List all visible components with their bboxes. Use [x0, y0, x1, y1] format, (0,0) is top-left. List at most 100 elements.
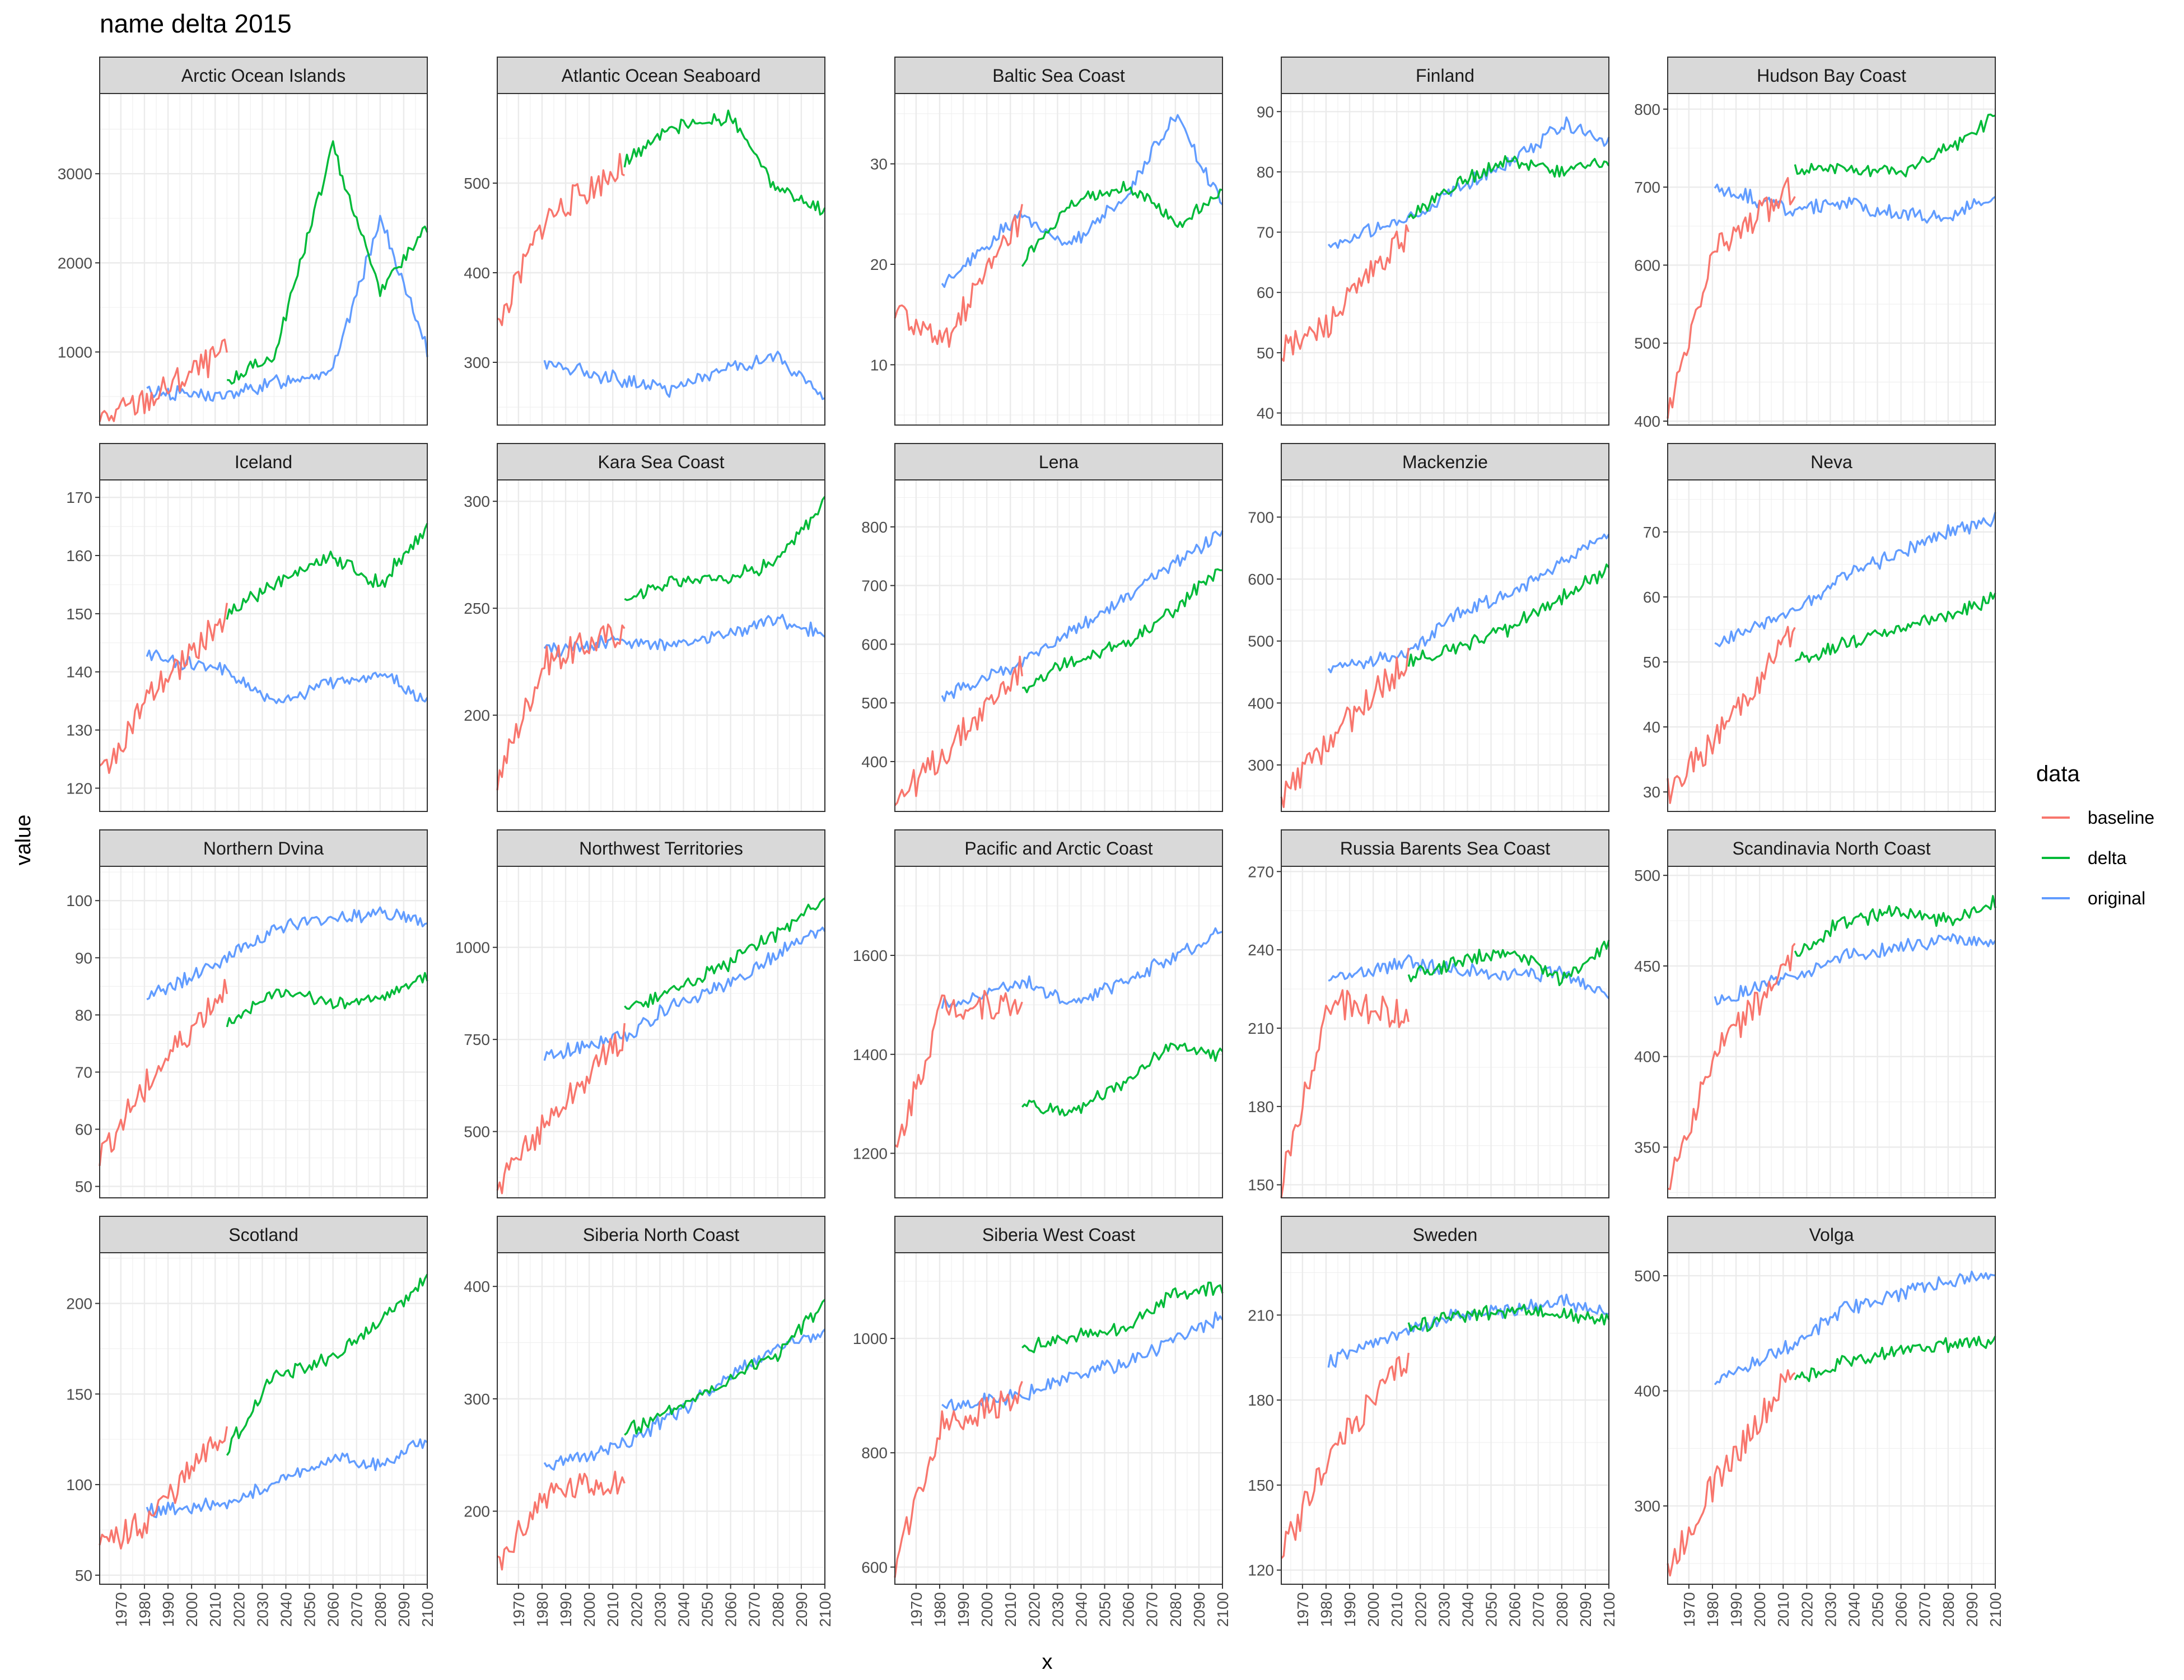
panel-border — [1281, 1252, 1609, 1585]
y-tick-label: 130 — [66, 722, 92, 739]
series-line-original — [941, 114, 1224, 288]
facet-strip-label: Siberia North Coast — [583, 1225, 739, 1245]
series-line-baseline — [894, 990, 1023, 1148]
panel-border — [1667, 866, 1996, 1198]
facet-strip-label: Russia Barents Sea Coast — [1340, 838, 1550, 858]
facet-panel: Northwest Territories 500 750 1000 — [455, 829, 826, 1198]
x-tick-label: 2060 — [1120, 1592, 1137, 1627]
y-tick-label: 250 — [464, 600, 490, 617]
series-line-delta — [623, 109, 826, 216]
x-tick-label: 2030 — [254, 1592, 271, 1627]
y-tick-label: 180 — [1248, 1392, 1274, 1409]
panel-background — [100, 1253, 427, 1584]
facet-panel: Russia Barents Sea Coast 150 180 210 240 270 — [1248, 829, 1610, 1198]
x-tick-label: 1970 — [1294, 1592, 1312, 1627]
y-tick-label: 30 — [870, 156, 888, 173]
y-tick-label: 1000 — [455, 939, 490, 956]
y-tick-label: 180 — [1248, 1098, 1274, 1116]
y-tick-label: 400 — [1248, 694, 1274, 712]
series-line-delta — [624, 1299, 826, 1436]
facet-strip — [894, 1216, 1223, 1253]
x-tick-label: 2000 — [183, 1592, 200, 1627]
x-tick-label: 2020 — [1412, 1592, 1429, 1627]
y-tick-label: 500 — [1634, 335, 1660, 352]
x-tick-label: 2080 — [372, 1592, 389, 1627]
series-line-baseline — [99, 603, 228, 774]
y-tick-label: 170 — [66, 489, 92, 506]
y-tick-label: 1600 — [853, 947, 888, 964]
panel-background — [895, 866, 1222, 1198]
facet-strip — [497, 1216, 825, 1253]
x-tick-label: 1990 — [1341, 1592, 1359, 1627]
y-tick-label: 1000 — [853, 1330, 888, 1347]
y-tick-label: 200 — [66, 1295, 92, 1313]
panel-background — [1281, 1253, 1609, 1584]
series-line-baseline — [496, 1023, 626, 1194]
x-tick-label: 2050 — [1096, 1592, 1114, 1627]
series-line-original — [543, 351, 825, 400]
panel-border — [1667, 93, 1996, 426]
facet-panel: Scandinavia North Coast 350 400 450 500 — [1634, 829, 1996, 1198]
facet-strip-label: Atlantic Ocean Seaboard — [562, 66, 761, 86]
y-tick-label: 300 — [464, 354, 490, 371]
facet-strip-label: Hudson Bay Coast — [1757, 66, 1906, 86]
y-tick-label: 150 — [66, 605, 92, 623]
x-tick-label: 2010 — [1002, 1592, 1019, 1627]
series-line-baseline — [1667, 626, 1796, 804]
panel-background — [100, 480, 427, 811]
x-tick-label: 2040 — [1072, 1592, 1090, 1627]
series-line-original — [543, 926, 826, 1061]
facet-strip — [1281, 1216, 1609, 1253]
facet-panels: Arctic Ocean Islands 1000 2000 3000 Atlantic… — [58, 57, 2004, 1627]
x-tick-label: 2050 — [1869, 1592, 1887, 1627]
x-tick-label: 2070 — [1144, 1592, 1161, 1627]
x-tick-label: 1980 — [1318, 1592, 1335, 1627]
legend-label-delta: delta — [2088, 848, 2127, 868]
x-tick-label: 1970 — [1681, 1592, 1698, 1627]
y-tick-label: 150 — [66, 1385, 92, 1403]
series-line-baseline — [99, 1426, 228, 1550]
y-tick-label: 20 — [870, 256, 888, 273]
panel-border — [497, 93, 825, 426]
x-tick-label: 2100 — [1987, 1592, 2004, 1627]
y-tick-label: 500 — [861, 694, 888, 712]
facet-strip-label: Baltic Sea Coast — [992, 66, 1125, 86]
y-tick-label: 70 — [75, 1063, 92, 1081]
y-tick-label: 400 — [861, 753, 888, 771]
series-line-delta — [1407, 155, 1610, 220]
y-tick-label: 500 — [1248, 633, 1274, 650]
y-tick-label: 750 — [464, 1031, 490, 1048]
x-tick-label: 2080 — [769, 1592, 787, 1627]
series-line-baseline — [99, 978, 228, 1166]
facet-panel: Arctic Ocean Islands 1000 2000 3000 — [58, 57, 428, 426]
y-tick-label: 270 — [1248, 863, 1274, 880]
facet-strip — [497, 443, 825, 480]
facet-strip-label: Lena — [1039, 452, 1079, 472]
series-line-delta — [226, 972, 428, 1028]
series-line-baseline — [496, 623, 626, 791]
y-tick-label: 40 — [1643, 718, 1660, 736]
y-tick-label: 1400 — [853, 1046, 888, 1063]
y-tick-label: 210 — [1248, 1020, 1274, 1037]
facet-strip-label: Northwest Territories — [579, 838, 743, 858]
panel-background — [1668, 1253, 1995, 1584]
y-tick-label: 300 — [464, 493, 490, 510]
series-line-delta — [624, 897, 825, 1010]
panel-background — [1281, 866, 1609, 1198]
y-tick-label: 800 — [1634, 101, 1660, 118]
x-tick-label: 2080 — [1167, 1592, 1184, 1627]
y-tick-label: 80 — [1257, 164, 1274, 181]
series-line-baseline — [1667, 1369, 1796, 1577]
panel-background — [100, 866, 427, 1198]
x-tick-label: 2010 — [1388, 1592, 1406, 1627]
series-line-baseline — [1280, 1352, 1410, 1559]
x-tick-label: 1980 — [931, 1592, 949, 1627]
y-tick-label: 100 — [66, 892, 92, 909]
series-line-original — [941, 927, 1223, 1009]
facet-strip — [99, 829, 428, 867]
facet-panel: Siberia North Coast 200 300 400 1970 1980 1990… — [464, 1216, 834, 1627]
y-tick-label: 350 — [1634, 1138, 1660, 1156]
y-tick-label: 700 — [1248, 508, 1274, 526]
series-line-original — [1328, 954, 1610, 1000]
